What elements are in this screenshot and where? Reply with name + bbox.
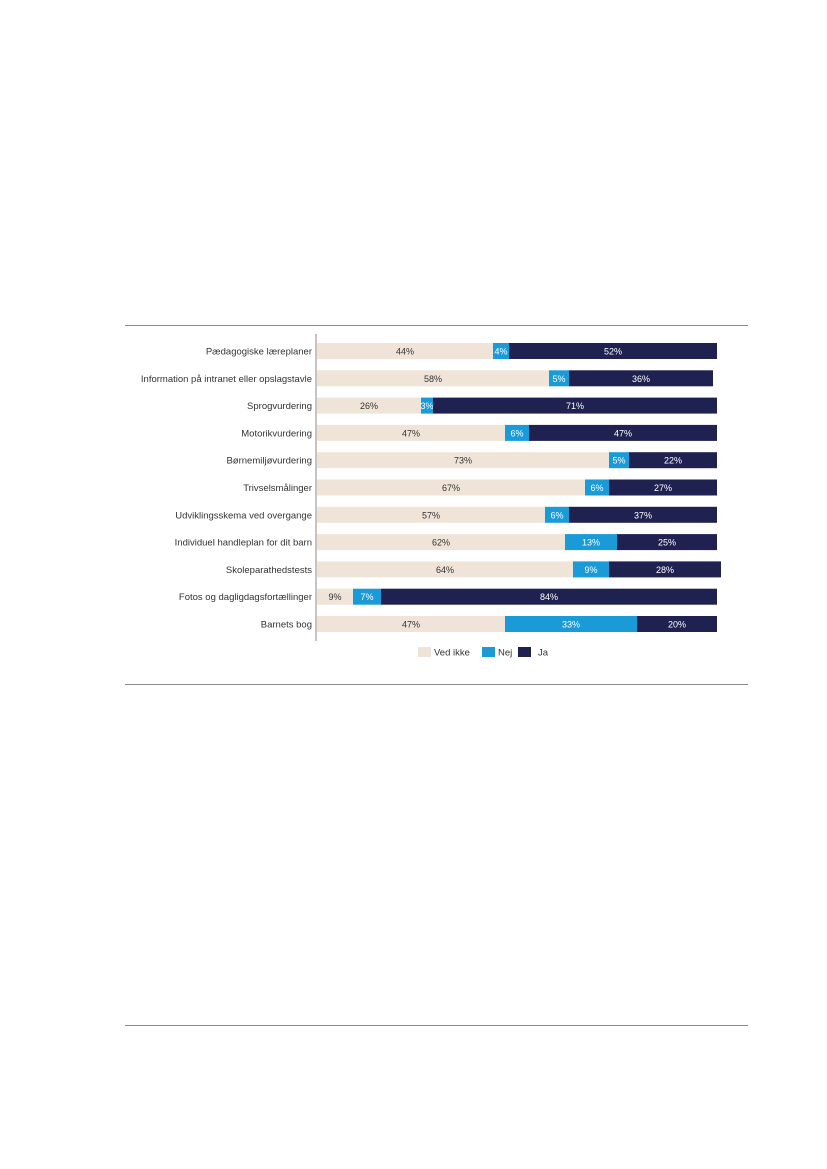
bar-segment (317, 397, 421, 414)
category-label: Børnemiljøvurdering (226, 456, 312, 467)
data-label: 47% (402, 428, 420, 438)
bar-segment (381, 588, 717, 605)
bar-segment (317, 588, 353, 605)
data-label: 6% (510, 428, 523, 438)
data-label: 4% (494, 347, 507, 357)
bar-segment (317, 616, 505, 632)
data-label: 52% (604, 347, 622, 357)
data-label: 57% (422, 510, 440, 520)
bar-segment (317, 506, 545, 523)
data-label: 28% (656, 565, 674, 575)
bar-segment (493, 343, 509, 359)
data-label: 44% (396, 347, 414, 357)
bar-segment (317, 534, 565, 551)
bar-segment (421, 397, 433, 414)
data-label: 5% (552, 374, 565, 384)
bar-segment (565, 534, 617, 551)
data-label: 58% (424, 374, 442, 384)
category-label: Skoleparathedstests (226, 565, 312, 576)
data-label: 71% (566, 401, 584, 411)
data-label: 47% (402, 620, 420, 630)
data-label: 13% (582, 538, 600, 548)
data-label: 64% (436, 565, 454, 575)
bar-segment (569, 370, 713, 387)
data-label: 7% (360, 592, 373, 602)
bar-segment (353, 588, 381, 605)
bar-segment (569, 506, 717, 523)
bar-segment (573, 561, 609, 578)
bar-segment (609, 561, 721, 578)
data-label: 37% (634, 510, 652, 520)
data-label: 67% (442, 483, 460, 493)
legend-swatch (418, 647, 431, 657)
bar-segment (609, 479, 717, 496)
data-label: 22% (664, 456, 682, 466)
bar-segment (317, 561, 573, 578)
legend-swatch (518, 647, 531, 657)
data-label: 9% (328, 592, 341, 602)
category-label: Individuel handleplan for dit barn (175, 538, 312, 549)
data-label: 73% (454, 456, 472, 466)
legend-swatch (482, 647, 495, 657)
data-label: 6% (550, 510, 563, 520)
bar-segment (637, 616, 717, 632)
data-label: 3% (420, 401, 433, 411)
page-bottom-rule (125, 1025, 748, 1026)
category-label: Motorikvurdering (241, 428, 312, 439)
bar-segment (609, 452, 629, 469)
top-rule (125, 325, 748, 326)
data-label: 62% (432, 538, 450, 548)
legend-label: Ved ikke (434, 648, 470, 659)
bar-segment (317, 452, 609, 469)
bar-segment (317, 479, 585, 496)
bar-segment (617, 534, 717, 551)
category-label: Udviklingsskema ved overgange (175, 510, 312, 521)
bar-segment (505, 424, 529, 441)
bar-segment (317, 343, 493, 359)
category-label: Pædagogiske læreplaner (206, 347, 312, 358)
bar-segment (549, 370, 569, 387)
bar-segment (629, 452, 717, 469)
data-label: 84% (540, 592, 558, 602)
bar-segment (509, 343, 717, 359)
stacked-bar-chart: Pædagogiske læreplaner 44% 4% 52% Informatio… (141, 334, 721, 659)
data-label: 36% (632, 374, 650, 384)
category-label: Fotos og dagligdagsfortællinger (179, 592, 312, 603)
data-label: 27% (654, 483, 672, 493)
legend-label: Nej (498, 648, 512, 659)
data-label: 20% (668, 620, 686, 630)
data-label: 6% (590, 483, 603, 493)
category-label: Sprogvurdering (247, 401, 312, 412)
bar-segment (585, 479, 609, 496)
bar-segment (545, 506, 569, 523)
data-label: 33% (562, 620, 580, 630)
bar-segment (529, 424, 717, 441)
data-label: 25% (658, 538, 676, 548)
chart-bottom-rule (125, 684, 748, 685)
category-label: Barnets bog (261, 620, 312, 631)
legend-label: Ja (538, 648, 549, 659)
bar-segment (317, 424, 505, 441)
bar-segment (505, 616, 637, 632)
bar-segment (433, 397, 717, 414)
category-label: Trivselsmålinger (243, 483, 312, 494)
data-label: 5% (612, 456, 625, 466)
bar-segment (317, 370, 549, 387)
category-label: Information på intranet eller opslagstav… (141, 374, 312, 385)
data-label: 47% (614, 428, 632, 438)
data-label: 26% (360, 401, 378, 411)
data-label: 9% (584, 565, 597, 575)
